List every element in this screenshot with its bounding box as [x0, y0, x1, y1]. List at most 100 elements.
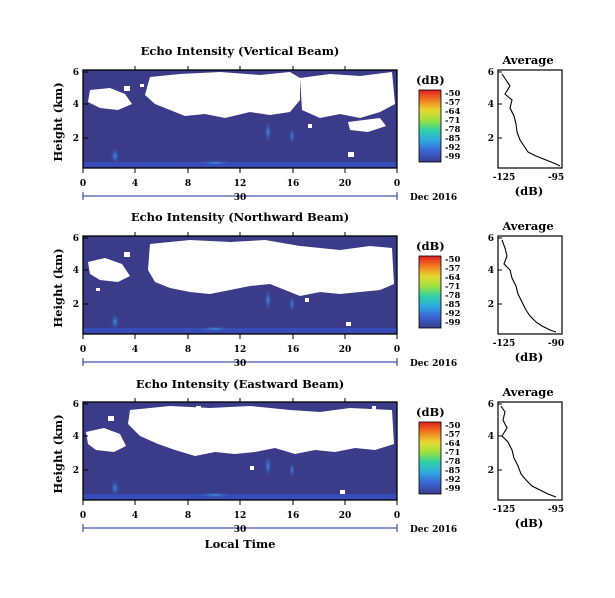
x-axis-label: Local Time: [205, 537, 276, 551]
y-axis-label: Height (km): [51, 82, 65, 161]
colorbar-unit: (dB): [416, 73, 445, 87]
colorbar-tick: -92: [445, 143, 460, 153]
colorbar-tick: -64: [445, 439, 460, 449]
y-tick-label: 6: [73, 400, 79, 410]
y-tick-label: 4: [73, 100, 79, 110]
colorbar-tick: -85: [445, 134, 460, 144]
y-axis-label: Height (km): [51, 414, 65, 493]
y-tick-label: 4: [73, 266, 79, 276]
day-axis: 30 Dec 2016: [82, 524, 457, 535]
colorbar: (dB) -50 -57 -64 -71 -78 -85 -92 -99: [416, 405, 460, 495]
avg-x-label: (dB): [515, 350, 544, 364]
avg-x-tick: -125: [493, 505, 516, 515]
colorbar: (dB) -50 -57 -64 -71 -78 -85 -92 -99: [416, 73, 460, 163]
colorbar-tick: -50: [445, 255, 460, 265]
average-profile: Average 6 4 2 -125 -95 (dB): [488, 53, 564, 198]
avg-x-tick: -95: [548, 173, 564, 183]
colorbar-unit: (dB): [416, 239, 445, 253]
colorbar-tick: -99: [445, 318, 460, 328]
heatmap-field: [83, 402, 397, 500]
avg-x-tick: -125: [493, 339, 516, 349]
colorbar-unit: (dB): [416, 405, 445, 419]
avg-y-tick: 2: [488, 134, 494, 144]
day-axis: 30 Dec 2016: [82, 358, 457, 369]
colorbar-tick: -71: [445, 116, 460, 126]
average-title: Average: [501, 53, 553, 67]
x-tick-label: 8: [185, 179, 191, 189]
avg-y-tick: 2: [488, 466, 494, 476]
panel-2: Echo Intensity (Northward Beam) Height (…: [51, 210, 564, 369]
colorbar-tick: -78: [445, 291, 460, 301]
day-label: 30: [234, 193, 247, 203]
avg-x-label: (dB): [515, 184, 544, 198]
average-title: Average: [501, 219, 553, 233]
y-ticks: 6 4 2: [73, 400, 88, 476]
heatmap-field: [83, 236, 397, 334]
colorbar-tick: -50: [445, 421, 460, 431]
avg-y-tick: 2: [488, 300, 494, 310]
date-label: Dec 2016: [410, 193, 457, 203]
y-tick-label: 6: [73, 68, 79, 78]
heatmap-field: [83, 70, 397, 168]
y-tick-label: 2: [73, 466, 79, 476]
x-ticks: 0 4 8 12 16 20 0: [80, 232, 400, 355]
avg-y-tick: 6: [488, 68, 494, 78]
panel-title: Echo Intensity (Eastward Beam): [136, 377, 344, 391]
x-tick-label: 8: [185, 511, 191, 521]
colorbar-tick: -64: [445, 273, 460, 283]
x-tick-label: 0: [394, 511, 400, 521]
y-tick-label: 4: [73, 432, 79, 442]
x-tick-label: 4: [132, 179, 138, 189]
x-tick-label: 20: [339, 511, 352, 521]
colorbar-tick: -57: [445, 264, 460, 274]
x-tick-label: 4: [132, 345, 138, 355]
x-tick-label: 0: [80, 179, 86, 189]
average-line: [501, 73, 561, 167]
colorbar-tick: -85: [445, 300, 460, 310]
colorbar-tick: -85: [445, 466, 460, 476]
x-ticks: 0 4 8 12 16 20 0: [80, 398, 400, 521]
colorbar-ticks: -50 -57 -64 -71 -78 -85 -92 -99: [445, 89, 460, 162]
day-axis: 30 Dec 2016: [82, 192, 457, 203]
x-tick-label: 12: [234, 511, 247, 521]
panel-3: Echo Intensity (Eastward Beam) Height (k…: [51, 377, 564, 551]
average-title: Average: [501, 385, 553, 399]
y-ticks: 6 4 2: [73, 68, 88, 144]
panel-title: Echo Intensity (Northward Beam): [131, 210, 349, 224]
x-tick-label: 20: [339, 345, 352, 355]
x-tick-label: 0: [394, 179, 400, 189]
colorbar-tick: -99: [445, 484, 460, 494]
avg-y-tick: 4: [488, 266, 494, 276]
x-tick-label: 12: [234, 345, 247, 355]
avg-x-label: (dB): [515, 516, 544, 530]
x-tick-label: 12: [234, 179, 247, 189]
avg-y-tick: 6: [488, 234, 494, 244]
colorbar-tick: -50: [445, 89, 460, 99]
x-tick-label: 16: [287, 179, 300, 189]
colorbar-tick: -64: [445, 107, 460, 117]
avg-y-tick: 6: [488, 400, 494, 410]
date-label: Dec 2016: [410, 525, 457, 535]
colorbar-tick: -71: [445, 282, 460, 292]
average-profile: Average 6 4 2 -125 -90 (dB): [488, 219, 564, 364]
y-ticks: 6 4 2: [73, 234, 88, 310]
y-tick-label: 6: [73, 234, 79, 244]
x-tick-label: 0: [394, 345, 400, 355]
x-tick-label: 0: [80, 511, 86, 521]
panel-title: Echo Intensity (Vertical Beam): [141, 44, 340, 58]
colorbar-tick: -71: [445, 448, 460, 458]
x-tick-label: 0: [80, 345, 86, 355]
avg-x-tick: -95: [548, 505, 564, 515]
y-tick-label: 2: [73, 300, 79, 310]
colorbar-ticks: -50 -57 -64 -71 -78 -85 -92 -99: [445, 255, 460, 328]
average-line: [501, 239, 557, 333]
avg-y-tick: 4: [488, 432, 494, 442]
colorbar-tick: -92: [445, 475, 460, 485]
x-tick-label: 8: [185, 345, 191, 355]
colorbar-tick: -57: [445, 98, 460, 108]
avg-x-tick: -90: [548, 339, 564, 349]
colorbar-tick: -92: [445, 309, 460, 319]
avg-x-tick: -125: [493, 173, 516, 183]
colorbar-tick: -78: [445, 125, 460, 135]
